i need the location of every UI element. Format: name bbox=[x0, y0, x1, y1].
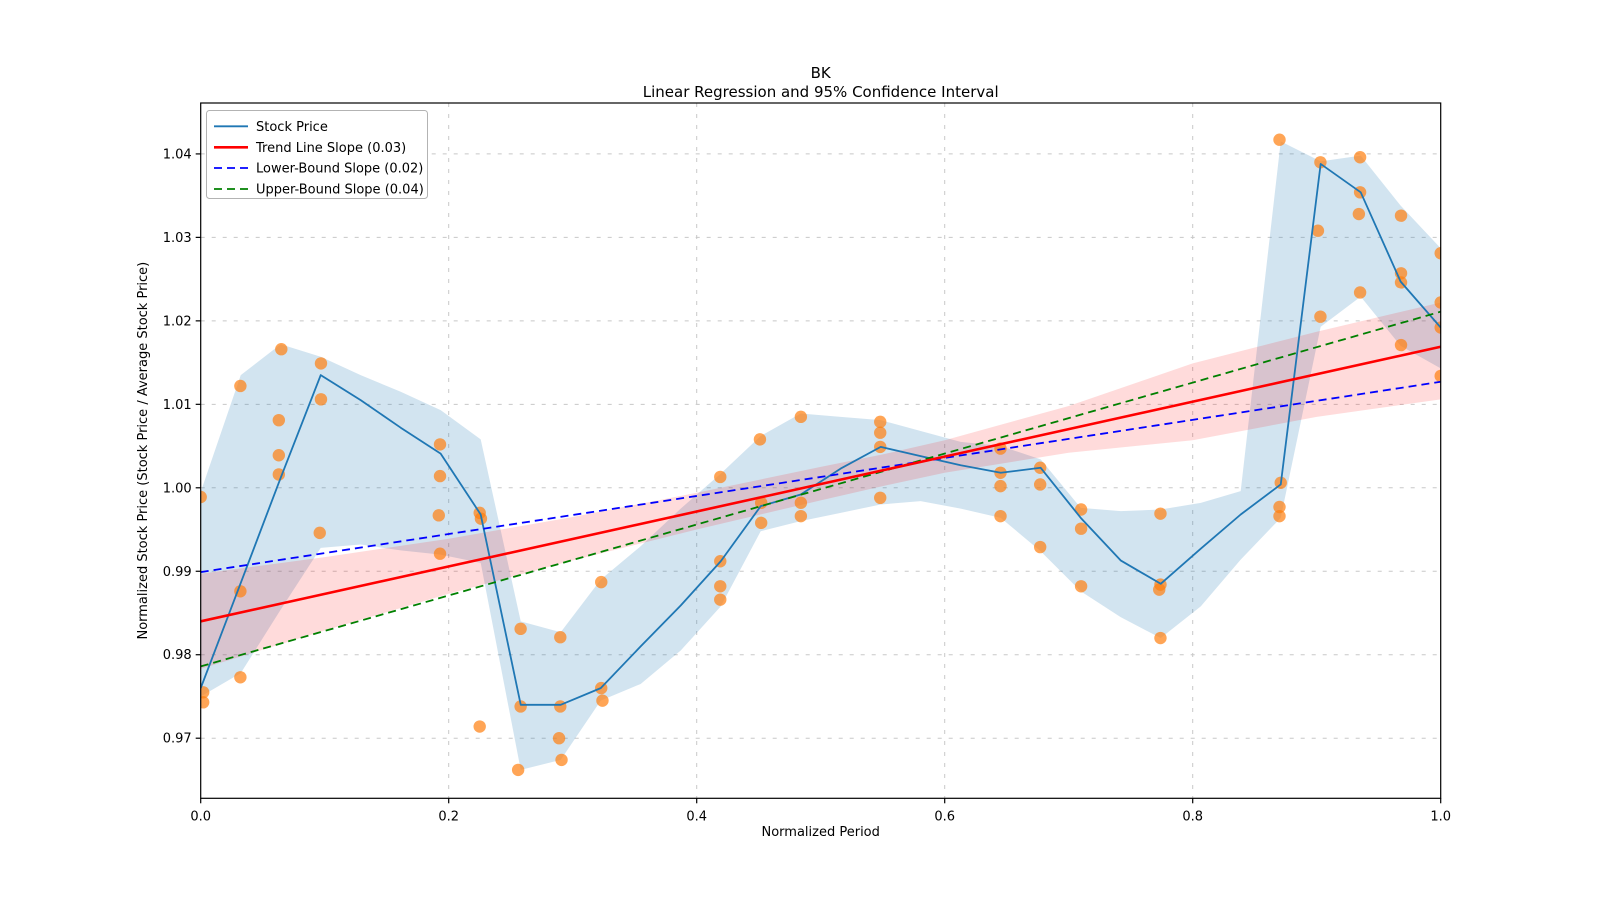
scatter-point bbox=[234, 379, 247, 393]
lower-bound-line bbox=[200, 380, 1441, 573]
scatter-point bbox=[1352, 207, 1366, 221]
scatter-point bbox=[794, 496, 808, 510]
plot-area bbox=[200, 133, 1441, 777]
scatter-point bbox=[753, 433, 767, 446]
scatter-point bbox=[314, 357, 328, 370]
legend-label: Lower-Bound Slope (0.02) bbox=[256, 162, 423, 177]
trend-confidence-band bbox=[200, 302, 1441, 669]
chart-title: BK bbox=[811, 64, 832, 82]
y-tick-label: 1.04 bbox=[163, 147, 192, 162]
scatter-point bbox=[272, 468, 286, 481]
y-tick-label: 1.01 bbox=[163, 398, 192, 413]
scatter-point bbox=[511, 763, 525, 777]
scatter-point bbox=[1033, 478, 1047, 491]
scatter-point bbox=[514, 622, 527, 636]
y-tick-label: 0.98 bbox=[163, 648, 192, 663]
scatter-point bbox=[1154, 507, 1167, 520]
scatter-point bbox=[714, 580, 727, 593]
scatter-point bbox=[1434, 296, 1441, 309]
legend-label: Upper-Bound Slope (0.04) bbox=[256, 183, 424, 198]
scatter-point bbox=[1353, 151, 1367, 164]
scatter-point bbox=[555, 753, 568, 767]
upper-bound-line bbox=[200, 310, 1441, 668]
x-tick-label: 0.8 bbox=[1182, 809, 1203, 824]
scatter-point bbox=[1154, 631, 1167, 645]
stock-price-line bbox=[200, 163, 1441, 706]
scatter-point bbox=[874, 426, 887, 439]
scatter-point bbox=[1074, 522, 1088, 535]
x-tick-label: 0.2 bbox=[438, 809, 459, 824]
x-tick-label: 1.0 bbox=[1430, 809, 1451, 824]
y-axis: 0.97 0.98 0.99 1.00 1.01 1.02 1.03 1.04 bbox=[163, 147, 201, 747]
scatter-point bbox=[1273, 509, 1286, 523]
trend-line bbox=[200, 345, 1441, 623]
scatter-point bbox=[1314, 310, 1327, 323]
scatter-point bbox=[234, 671, 247, 684]
y-tick-label: 1.03 bbox=[163, 231, 192, 246]
scatter-point bbox=[1074, 503, 1088, 516]
y-tick-label: 0.97 bbox=[163, 732, 192, 747]
scatter-point bbox=[200, 696, 210, 709]
scatter-point bbox=[874, 415, 887, 429]
scatter-point bbox=[554, 631, 567, 644]
scatter-point bbox=[794, 410, 808, 424]
scatter-point bbox=[200, 686, 210, 699]
scatter-point bbox=[432, 509, 445, 522]
scatter-point bbox=[1074, 580, 1088, 593]
scatter-point bbox=[994, 509, 1007, 523]
chart-subtitle: Linear Regression and 95% Confidence Int… bbox=[643, 83, 999, 101]
legend-label: Stock Price bbox=[256, 120, 328, 135]
scatter-point bbox=[874, 491, 887, 505]
scatter-point bbox=[596, 694, 609, 707]
x-axis: 0.0 0.2 0.4 0.6 0.8 1.0 bbox=[190, 798, 1451, 824]
scatter-point bbox=[272, 449, 286, 462]
scatter-point bbox=[794, 509, 808, 523]
scatter-point bbox=[595, 575, 608, 589]
legend: Stock Price Trend Line Slope (0.03) Lower-… bbox=[206, 110, 428, 199]
scatter-point bbox=[714, 593, 727, 606]
grid bbox=[200, 103, 1441, 799]
scatter-point bbox=[200, 490, 207, 504]
legend-box bbox=[206, 110, 428, 199]
scatter-point bbox=[514, 700, 527, 713]
scatter-point bbox=[554, 700, 567, 713]
x-tick-label: 0.4 bbox=[686, 809, 707, 824]
scatter-point bbox=[1353, 286, 1367, 299]
scatter-point bbox=[1434, 247, 1441, 260]
scatter-point bbox=[1394, 209, 1408, 222]
y-tick-label: 1.00 bbox=[163, 481, 192, 496]
scatter-point bbox=[275, 343, 288, 356]
legend-label: Trend Line Slope (0.03) bbox=[255, 141, 406, 156]
axes-spines bbox=[200, 102, 1442, 799]
scatter-point bbox=[754, 516, 768, 530]
scatter-point bbox=[433, 469, 447, 483]
scatter-point bbox=[313, 526, 326, 540]
scatter-point bbox=[433, 438, 447, 451]
scatter-point bbox=[272, 413, 286, 427]
x-tick-label: 0.6 bbox=[934, 809, 955, 824]
stock-price-std-band bbox=[200, 141, 1441, 770]
scatter-point bbox=[1153, 583, 1166, 596]
y-tick-label: 0.99 bbox=[163, 565, 192, 580]
scatter-point bbox=[1311, 224, 1325, 237]
scatter-point bbox=[714, 470, 727, 484]
y-axis-label: Normalized Stock Price (Stock Price / Av… bbox=[136, 262, 151, 640]
scatter-point bbox=[473, 720, 486, 733]
scatter-point bbox=[1273, 133, 1286, 146]
y-tick-label: 1.02 bbox=[163, 314, 192, 329]
x-axis-label: Normalized Period bbox=[762, 825, 880, 840]
scatter-point bbox=[1033, 540, 1047, 554]
scatter-point bbox=[1273, 500, 1286, 514]
scatter-point bbox=[994, 479, 1007, 493]
scatter-point bbox=[1394, 338, 1408, 352]
scatter-point bbox=[314, 393, 328, 406]
scatter-point bbox=[433, 547, 447, 560]
x-tick-label: 0.0 bbox=[190, 809, 211, 824]
scatter-point bbox=[552, 732, 566, 745]
scatter-point bbox=[1434, 369, 1441, 383]
